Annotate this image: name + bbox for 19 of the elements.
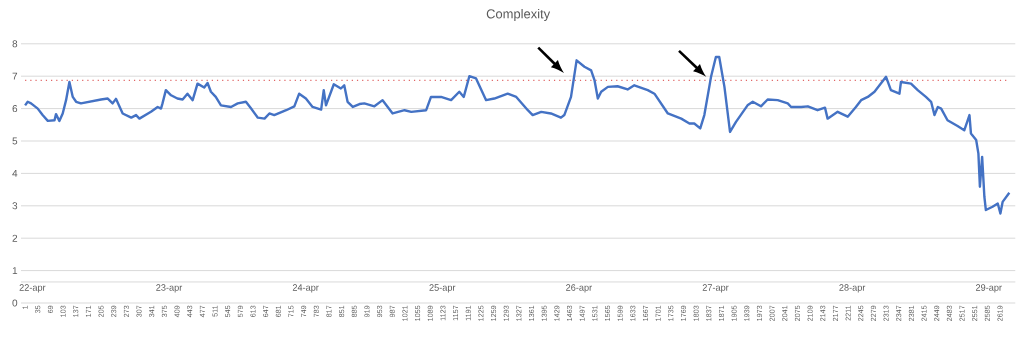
- chart-title: Complexity: [486, 8, 551, 22]
- y-tick-label: 7: [12, 72, 18, 80]
- y-tick-label: 4: [12, 169, 18, 177]
- x2-tick-label: 24-apr: [292, 284, 319, 293]
- x2-tick-label: 27-apr: [702, 284, 729, 293]
- x2-tick-label: 25-apr: [429, 284, 456, 293]
- y-tick-label: 0: [12, 299, 18, 307]
- x2-tick-label: 23-apr: [156, 284, 183, 293]
- y-tick-label: 8: [12, 40, 18, 48]
- y-tick-label: 1: [12, 267, 18, 275]
- y-tick-label: 5: [12, 137, 18, 145]
- x2-tick-label: 28-apr: [839, 284, 866, 293]
- y-tick-label: 2: [12, 234, 18, 242]
- y-tick-label: 6: [12, 105, 18, 113]
- x2-tick-label: 29-apr: [975, 284, 1002, 293]
- y-tick-label: 3: [12, 202, 18, 210]
- x2-tick-label: 26-apr: [566, 284, 592, 293]
- x2-tick-label: 22-apr: [19, 284, 46, 293]
- line-series: [23, 55, 1011, 215]
